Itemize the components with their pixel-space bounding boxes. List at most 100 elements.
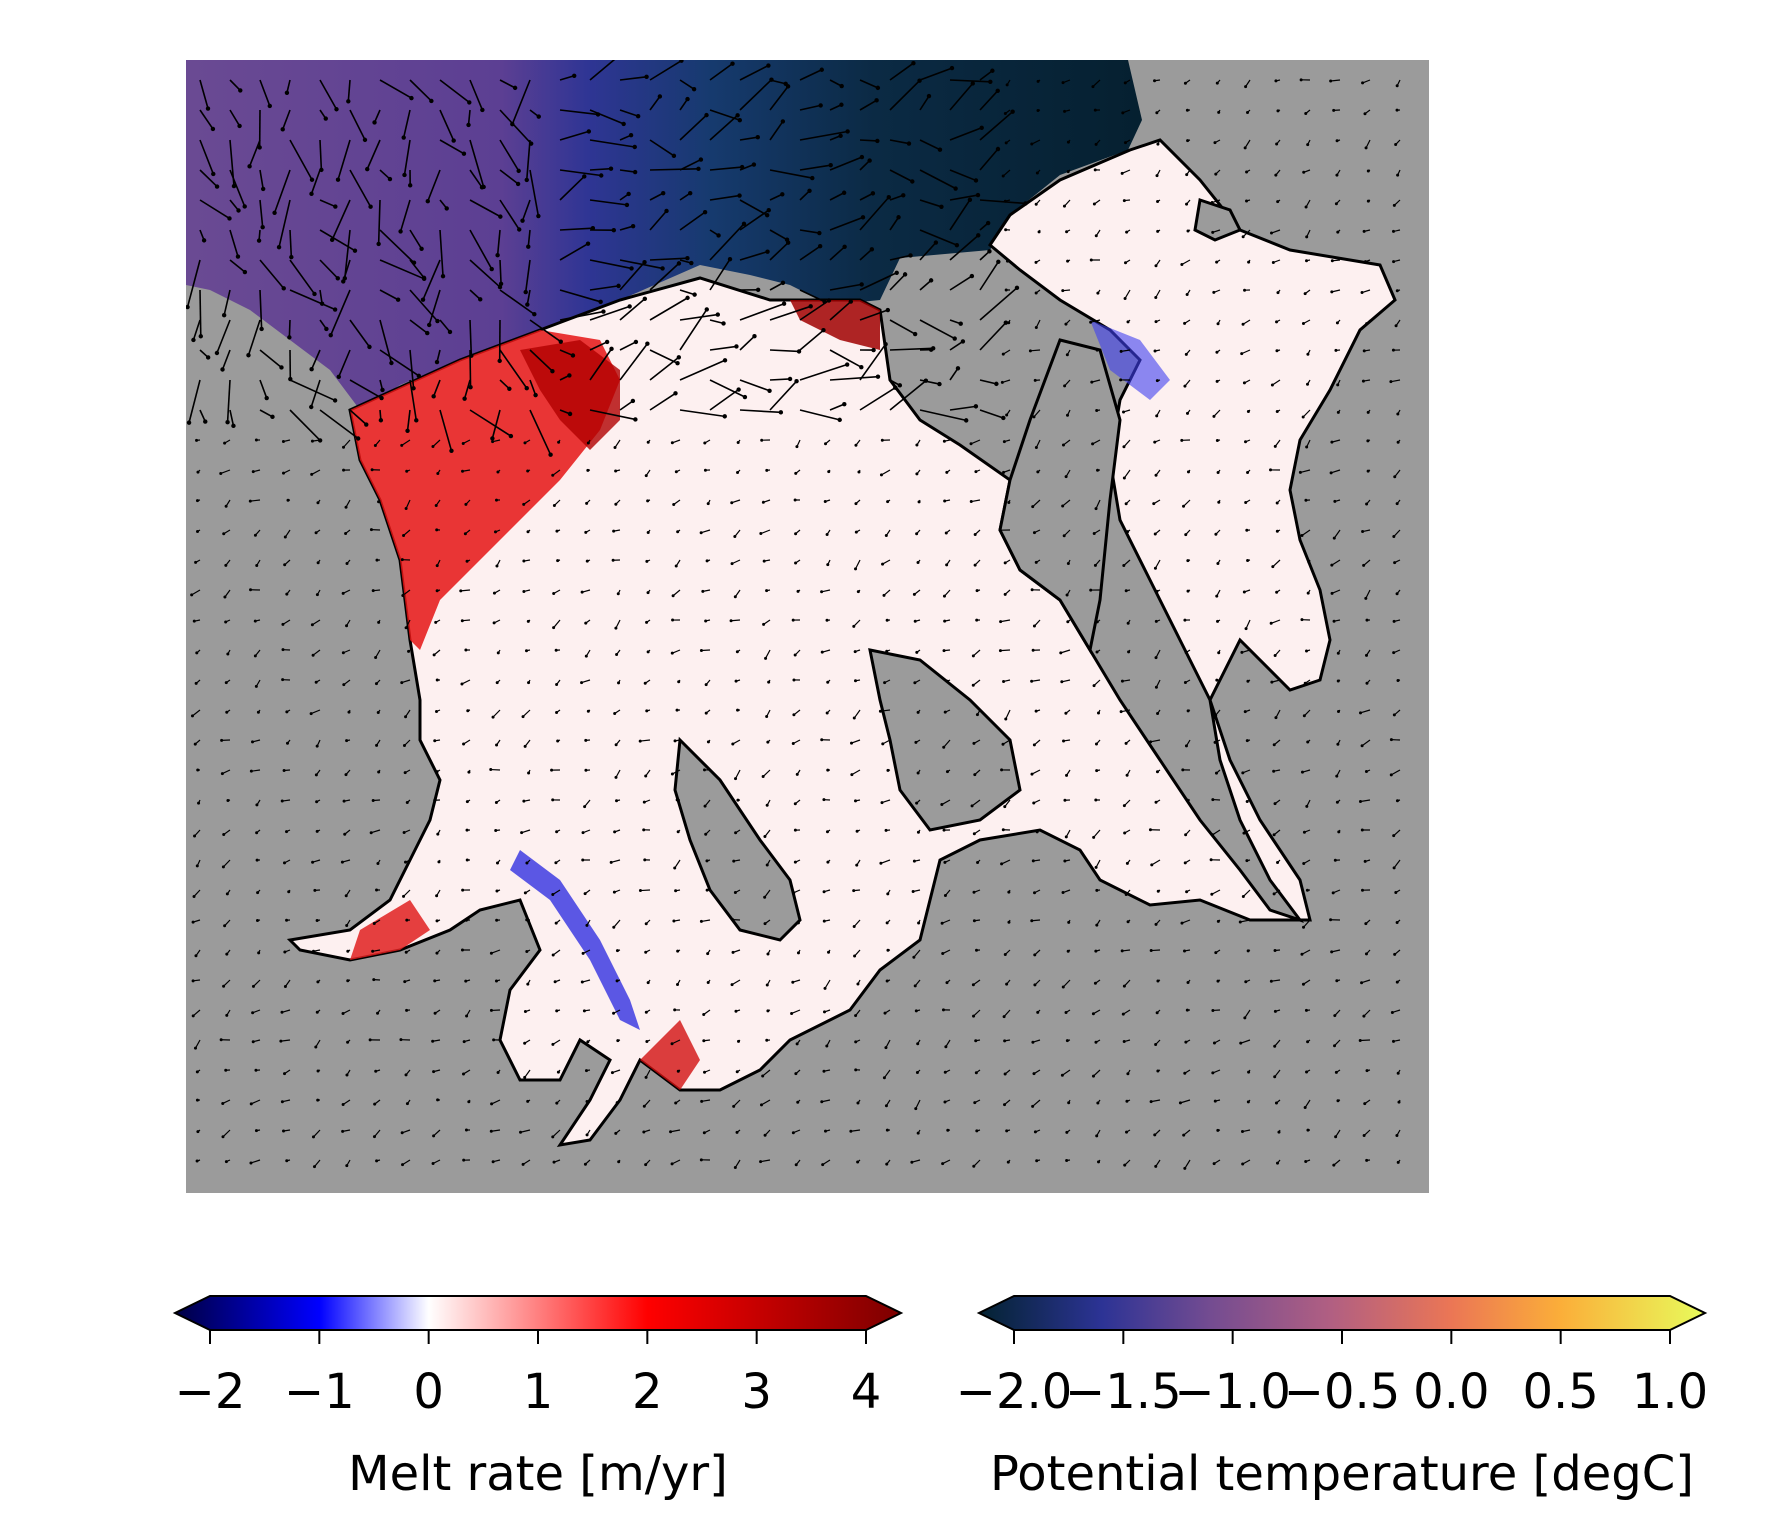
velocity-arrow-head	[1363, 1102, 1367, 1106]
velocity-arrow-head	[612, 529, 616, 533]
velocity-arrow-head	[702, 1013, 706, 1017]
velocity-arrow-head	[642, 260, 647, 265]
velocity-arrow-head	[491, 440, 495, 444]
velocity-arrow-head	[1064, 475, 1068, 479]
velocity-arrow-head	[734, 344, 739, 349]
velocity-arrow	[338, 349, 351, 378]
velocity-arrow	[524, 1069, 531, 1078]
velocity-arrow-head	[496, 651, 500, 655]
velocity-arrow	[769, 229, 788, 241]
velocity-arrow-head	[598, 299, 603, 305]
velocity-arrow	[739, 64, 769, 81]
velocity-arrow-head	[1061, 985, 1065, 989]
velocity-arrow-head	[583, 892, 587, 896]
velocity-arrow-head	[462, 396, 467, 401]
velocity-arrow-head	[1244, 980, 1248, 984]
velocity-arrow-head	[371, 589, 375, 593]
velocity-arrow	[379, 259, 425, 280]
velocity-arrow-head	[1186, 559, 1190, 563]
velocity-arrow-head	[1366, 469, 1370, 473]
velocity-arrow-head	[523, 891, 527, 895]
velocity-arrow-head	[853, 954, 857, 958]
velocity-arrow-head	[787, 376, 793, 382]
velocity-arrow	[919, 139, 941, 151]
velocity-arrow-head	[1211, 1008, 1215, 1012]
velocity-arrow-head	[276, 244, 282, 250]
velocity-arrow	[799, 329, 824, 351]
velocity-arrow-head	[254, 1129, 258, 1133]
velocity-arrow-head	[1304, 112, 1308, 116]
velocity-arrow-head	[1156, 142, 1160, 146]
velocity-arrow-head	[584, 654, 588, 658]
velocity-arrow-head	[1273, 1009, 1277, 1013]
velocity-arrow-head	[1183, 949, 1187, 953]
velocity-arrow-head	[260, 224, 265, 230]
velocity-arrow-head	[551, 798, 555, 802]
velocity-arrow-head	[670, 1042, 674, 1046]
velocity-arrow	[469, 259, 501, 288]
velocity-arrow	[889, 62, 914, 81]
velocity-arrow	[349, 169, 372, 208]
velocity-arrow-head	[987, 249, 992, 254]
velocity-arrow	[1301, 949, 1311, 955]
velocity-arrow-head	[781, 301, 787, 306]
velocity-arrow-head	[328, 332, 333, 338]
velocity-arrow-head	[490, 1102, 494, 1106]
velocity-arrow-head	[601, 309, 606, 314]
velocity-arrow-head	[494, 801, 498, 805]
velocity-arrow-head	[901, 193, 906, 198]
velocity-arrow	[979, 148, 999, 171]
velocity-arrow-head	[523, 1075, 527, 1079]
velocity-arrow	[769, 242, 789, 261]
velocity-arrow-head	[310, 439, 314, 443]
velocity-arrow-head	[581, 831, 585, 835]
velocity-arrow-head	[970, 804, 974, 808]
velocity-arrow-head	[1155, 414, 1159, 418]
velocity-arrow-head	[491, 1160, 495, 1164]
velocity-arrow-head	[780, 119, 786, 124]
velocity-arrow	[409, 349, 415, 389]
velocity-arrow-head	[1214, 771, 1218, 775]
velocity-arrow-head	[1089, 320, 1093, 324]
velocity-arrow-head	[1185, 293, 1189, 297]
velocity-arrow-head	[522, 502, 526, 506]
velocity-arrow-head	[1362, 1014, 1366, 1018]
velocity-arrow-head	[689, 260, 694, 266]
velocity-arrow	[674, 859, 681, 869]
velocity-arrow	[799, 363, 848, 381]
velocity-arrow	[319, 139, 323, 170]
velocity-arrow-head	[465, 1014, 469, 1018]
velocity-arrow-head	[790, 1011, 794, 1015]
velocity-arrow-head	[944, 1045, 948, 1049]
velocity-arrow-head	[766, 740, 770, 744]
velocity-arrow-head	[1002, 679, 1006, 683]
velocity-arrow-head	[249, 769, 253, 773]
velocity-arrow	[559, 349, 574, 357]
velocity-arrow-head	[1245, 739, 1249, 743]
velocity-arrow	[889, 169, 913, 183]
velocity-arrow-head	[495, 889, 499, 893]
velocity-arrow	[496, 229, 501, 256]
velocity-arrow-head	[227, 216, 232, 221]
velocity-arrow-head	[254, 438, 258, 442]
velocity-arrow-head	[617, 1160, 621, 1164]
velocity-arrow	[439, 79, 470, 104]
velocity-arrow-head	[316, 1069, 320, 1073]
velocity-arrow-head	[224, 620, 228, 624]
velocity-arrow	[949, 194, 979, 201]
velocity-arrow-head	[1007, 890, 1011, 894]
velocity-arrow-head	[964, 418, 969, 423]
velocity-arrow-head	[879, 473, 883, 477]
velocity-arrow-head	[1273, 948, 1277, 952]
velocity-arrow-head	[1305, 445, 1309, 449]
velocity-arrow-head	[883, 681, 887, 685]
velocity-arrow-head	[555, 682, 559, 686]
velocity-arrow-head	[401, 1163, 405, 1167]
velocity-arrow-head	[854, 1014, 858, 1018]
velocity-arrow-head	[939, 204, 944, 210]
velocity-arrow	[619, 225, 634, 231]
velocity-arrow-head	[1004, 228, 1008, 232]
velocity-arrow-head	[1065, 230, 1069, 234]
velocity-arrow-head	[225, 892, 229, 896]
velocity-arrow-head	[1186, 709, 1190, 713]
